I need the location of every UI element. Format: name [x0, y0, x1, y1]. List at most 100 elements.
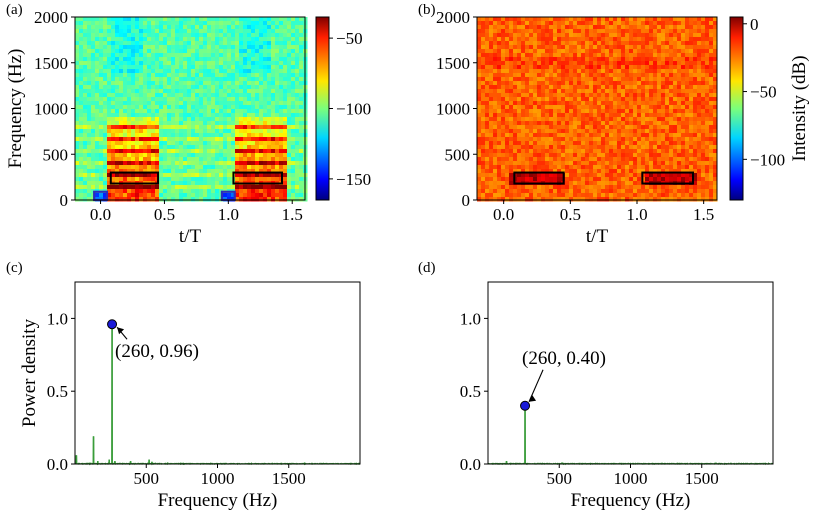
spectrogram-cell — [91, 109, 96, 114]
spectrogram-cell — [219, 49, 224, 54]
spectrogram-cell — [291, 133, 296, 138]
spectrogram-cell — [657, 21, 662, 26]
spectrogram-cell — [573, 121, 578, 126]
spectrogram-cell — [267, 145, 272, 150]
spectrogram-cell — [247, 177, 252, 182]
spectrogram-cell — [139, 81, 144, 86]
spectrogram-cell — [111, 157, 116, 162]
spectrogram-cell — [513, 37, 518, 42]
spectrogram-cell — [155, 41, 160, 46]
spectrogram-cell — [147, 185, 152, 190]
spectrogram-cell — [91, 77, 96, 82]
spectrogram-cell — [115, 177, 120, 182]
spectrogram-cell — [215, 117, 220, 122]
spectrogram-cell — [557, 97, 562, 102]
spectrogram-cell — [613, 125, 618, 130]
spectrogram-cell — [299, 21, 304, 26]
spectrogram-cell — [87, 193, 92, 198]
spectrogram-cell — [505, 169, 510, 174]
spectrogram-cell — [279, 157, 284, 162]
spectrogram-cell — [115, 141, 120, 146]
spectrogram-cell — [477, 121, 482, 126]
spectrogram-cell — [75, 85, 80, 90]
spectrogram-cell — [107, 129, 112, 134]
spectrogram-cell — [267, 113, 272, 118]
spectrogram-cell — [497, 117, 502, 122]
spectrogram-cell — [295, 197, 300, 202]
spectrogram-cell — [673, 101, 678, 106]
spectrogram-cell — [123, 93, 128, 98]
spectrogram-cell — [131, 37, 136, 42]
spectrogram-cell — [163, 125, 168, 130]
spectrogram-cell — [287, 113, 292, 118]
spectrogram-cell — [557, 49, 562, 54]
spectrogram-cell — [79, 197, 84, 202]
spectrogram-cell — [103, 21, 108, 26]
spectrogram-cell — [489, 133, 494, 138]
spectrogram-cell — [119, 53, 124, 58]
spectrogram-cell — [263, 173, 268, 178]
spectrogram-cell — [111, 89, 116, 94]
spectrogram-cell — [477, 21, 482, 26]
spectrogram-cell — [581, 65, 586, 70]
spectrogram-cell — [637, 81, 642, 86]
spectrogram-cell — [219, 125, 224, 130]
spectrogram-cell — [255, 141, 260, 146]
spectrogram-cell — [155, 141, 160, 146]
spectrogram-cell — [521, 177, 526, 182]
spectrogram-cell — [131, 85, 136, 90]
spectrogram-cell — [163, 153, 168, 158]
spectrogram-cell — [255, 133, 260, 138]
spectrogram-cell — [251, 69, 256, 74]
spectrogram-cell — [271, 197, 276, 202]
spectrogram-cell — [653, 149, 658, 154]
spectrogram-cell — [123, 77, 128, 82]
spectrogram-cell — [665, 65, 670, 70]
spectrogram-cell — [239, 101, 244, 106]
spectrogram-cell — [589, 21, 594, 26]
spectrogram-cell — [517, 161, 522, 166]
spectrogram-cell — [581, 189, 586, 194]
spectrogram-cell — [669, 165, 674, 170]
spectrogram-cell — [569, 165, 574, 170]
spectrogram-cell — [649, 93, 654, 98]
spectrogram-cell — [151, 29, 156, 34]
spectrogram-cell — [597, 117, 602, 122]
spectrogram-cell — [517, 77, 522, 82]
spectrogram-cell — [553, 89, 558, 94]
spectrogram-cell — [219, 137, 224, 142]
spectrogram-cell — [95, 169, 100, 174]
spectrogram-cell — [585, 25, 590, 30]
spectrogram-cell — [621, 197, 626, 202]
spectrogram-cell — [271, 53, 276, 58]
spectrogram-cell — [275, 69, 280, 74]
spectrogram-cell — [171, 57, 176, 62]
spectrogram-cell — [203, 93, 208, 98]
spectrogram-cell — [171, 193, 176, 198]
spectrogram-cell — [589, 33, 594, 38]
spectrogram-cell — [493, 21, 498, 26]
spectrogram-cell — [295, 93, 300, 98]
spectrogram-cell — [127, 89, 132, 94]
spectrogram-cell — [143, 37, 148, 42]
spectrogram-cell — [589, 165, 594, 170]
spectrogram-cell — [199, 45, 204, 50]
spectrogram-cell — [625, 169, 630, 174]
spectrogram-cell — [529, 53, 534, 58]
spectrogram-cell — [291, 45, 296, 50]
spectrogram-cell — [207, 189, 212, 194]
spectrogram-cell — [545, 41, 550, 46]
spectrogram-cell — [275, 153, 280, 158]
spectrogram-cell — [537, 125, 542, 130]
spectrogram-cell — [203, 177, 208, 182]
spectrogram-cell — [195, 133, 200, 138]
spectrogram-cell — [585, 193, 590, 198]
spectrogram-cell — [593, 49, 598, 54]
spectrogram-cell — [131, 89, 136, 94]
spectrogram-cell — [649, 185, 654, 190]
spectrogram-cell — [489, 89, 494, 94]
spectrogram-cell — [525, 41, 530, 46]
spectrogram-cell — [179, 41, 184, 46]
spectrogram-cell — [107, 161, 112, 166]
spectrogram-cell — [115, 189, 120, 194]
